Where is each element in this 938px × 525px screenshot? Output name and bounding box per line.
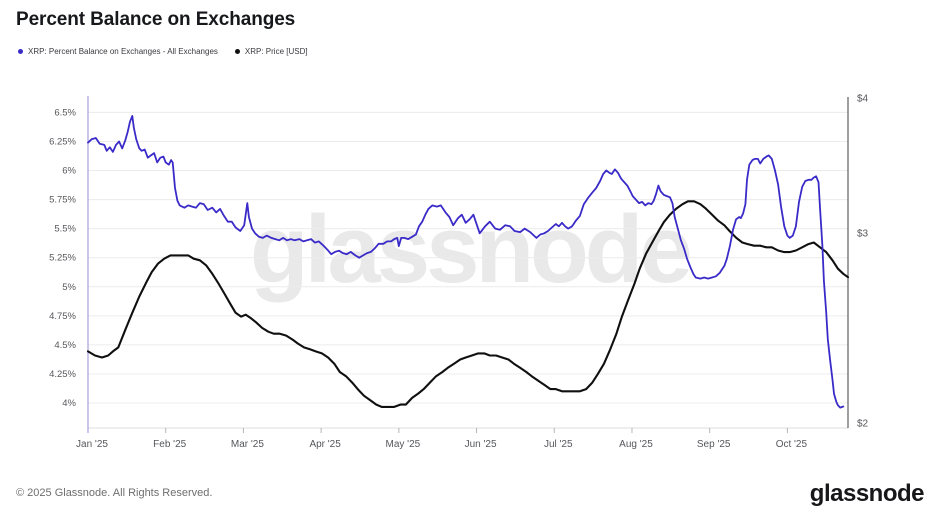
legend-dot-price-icon: [234, 49, 240, 54]
y-left-tick-label: 6%: [62, 166, 76, 177]
x-tick-label: Mar '25: [231, 439, 264, 450]
y-right-tick-label: $4: [857, 94, 869, 105]
legend-label-price: XRP: Price [USD]: [244, 47, 308, 56]
x-tick-label: Apr '25: [309, 439, 341, 450]
x-tick-label: Aug '25: [619, 439, 653, 450]
copyright-text: © 2025 Glassnode. All Rights Reserved.: [16, 487, 213, 499]
y-right-tick-label: $2: [857, 419, 869, 430]
y-left-tick-label: 4.5%: [54, 340, 76, 351]
x-tick-label: Sep '25: [697, 439, 731, 450]
legend-dot-balance-icon: [18, 49, 23, 54]
y-left-tick-label: 6.25%: [49, 136, 76, 147]
y-right-tick-label: $3: [857, 228, 869, 239]
y-left-tick-label: 4%: [62, 398, 76, 409]
x-tick-label: Jun '25: [465, 439, 497, 450]
y-left-tick-label: 6.5%: [54, 107, 76, 118]
legend-item-price[interactable]: XRP: Price [USD]: [234, 47, 308, 56]
y-left-tick-label: 5.75%: [49, 195, 76, 206]
y-left-tick-label: 5%: [62, 282, 76, 293]
x-tick-label: Oct '25: [776, 439, 808, 450]
y-left-tick-label: 4.25%: [49, 369, 76, 380]
legend-label-balance: XRP: Percent Balance on Exchanges - All …: [28, 47, 218, 56]
page-title: Percent Balance on Exchanges: [16, 9, 296, 30]
x-tick-label: May '25: [385, 439, 420, 450]
x-tick-label: Jul '25: [544, 439, 573, 450]
legend-item-balance[interactable]: XRP: Percent Balance on Exchanges - All …: [18, 47, 218, 56]
legend: XRP: Percent Balance on Exchanges - All …: [18, 47, 308, 56]
y-left-tick-label: 5.25%: [49, 253, 76, 264]
x-tick-label: Feb '25: [153, 439, 186, 450]
y-left-tick-label: 4.75%: [49, 311, 76, 322]
glassnode-logo: glassnode: [809, 480, 925, 507]
glassnode-watermark: glassnode: [250, 196, 693, 303]
x-tick-label: Jan '25: [76, 439, 108, 450]
y-left-tick-label: 5.5%: [54, 224, 76, 235]
